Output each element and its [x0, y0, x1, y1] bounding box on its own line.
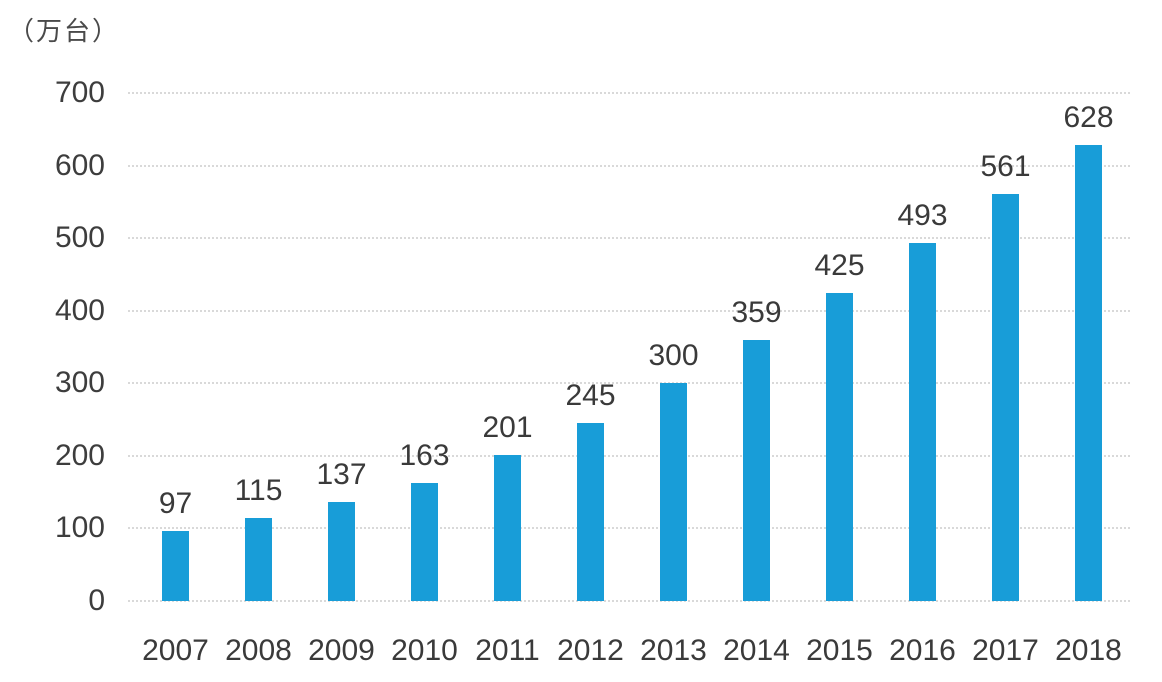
y-axis-tick-label: 300	[54, 366, 105, 400]
gridline	[128, 382, 1130, 385]
x-axis-tick-label: 2009	[308, 634, 375, 667]
y-axis-unit-label: （万台）	[8, 16, 121, 46]
gridline	[128, 164, 1130, 167]
bar	[328, 501, 355, 601]
y-axis-tick-label: 400	[54, 293, 105, 327]
x-axis-tick-label: 2013	[640, 634, 707, 667]
gridline	[128, 92, 1130, 94]
bar	[1075, 145, 1102, 601]
y-axis-tick-label: 0	[88, 584, 105, 617]
bar-value-label: 300	[648, 339, 699, 373]
bar	[577, 423, 604, 601]
x-axis-tick-label: 2012	[557, 634, 624, 667]
bar-value-label: 628	[1063, 101, 1114, 135]
bar	[826, 292, 853, 601]
y-axis-tick-label: 700	[54, 76, 105, 109]
y-axis-tick-label: 600	[54, 148, 105, 182]
bar	[660, 383, 687, 601]
bar-value-label: 245	[565, 379, 616, 413]
gridline	[128, 600, 1130, 602]
x-axis-tick-label: 2016	[889, 634, 956, 667]
bar	[411, 482, 438, 601]
bar-value-label: 561	[980, 149, 1031, 183]
bar-value-label: 137	[316, 457, 367, 491]
gridline	[128, 309, 1130, 312]
bar-value-label: 201	[482, 411, 533, 445]
bar-value-label: 163	[399, 438, 450, 472]
y-axis-tick-label: 100	[54, 511, 105, 545]
gridline	[128, 527, 1130, 530]
bar-value-label: 359	[731, 296, 782, 330]
bar-value-label: 115	[234, 473, 283, 507]
x-axis-tick-label: 2018	[1055, 634, 1122, 667]
y-axis-tick-label: 200	[54, 438, 105, 472]
y-axis-tick-label: 500	[54, 221, 105, 255]
x-axis-tick-label: 2010	[391, 634, 458, 667]
x-axis-tick-label: 2007	[142, 634, 209, 667]
bar	[909, 243, 936, 601]
x-axis-tick-label: 2014	[723, 634, 790, 667]
x-axis-tick-label: 2015	[806, 634, 873, 667]
x-axis-tick-label: 2008	[225, 634, 292, 667]
bar	[743, 340, 770, 601]
bar	[245, 517, 272, 601]
bar-value-label: 425	[814, 248, 865, 282]
bar-value-label: 493	[897, 199, 948, 233]
x-axis-tick-label: 2011	[475, 634, 540, 667]
bar-value-label: 97	[158, 486, 193, 520]
x-axis-tick-label: 2017	[972, 634, 1039, 667]
bar	[494, 455, 521, 601]
bar	[162, 530, 189, 601]
bar	[992, 193, 1019, 601]
gridline	[128, 454, 1130, 457]
gridline	[128, 237, 1130, 240]
